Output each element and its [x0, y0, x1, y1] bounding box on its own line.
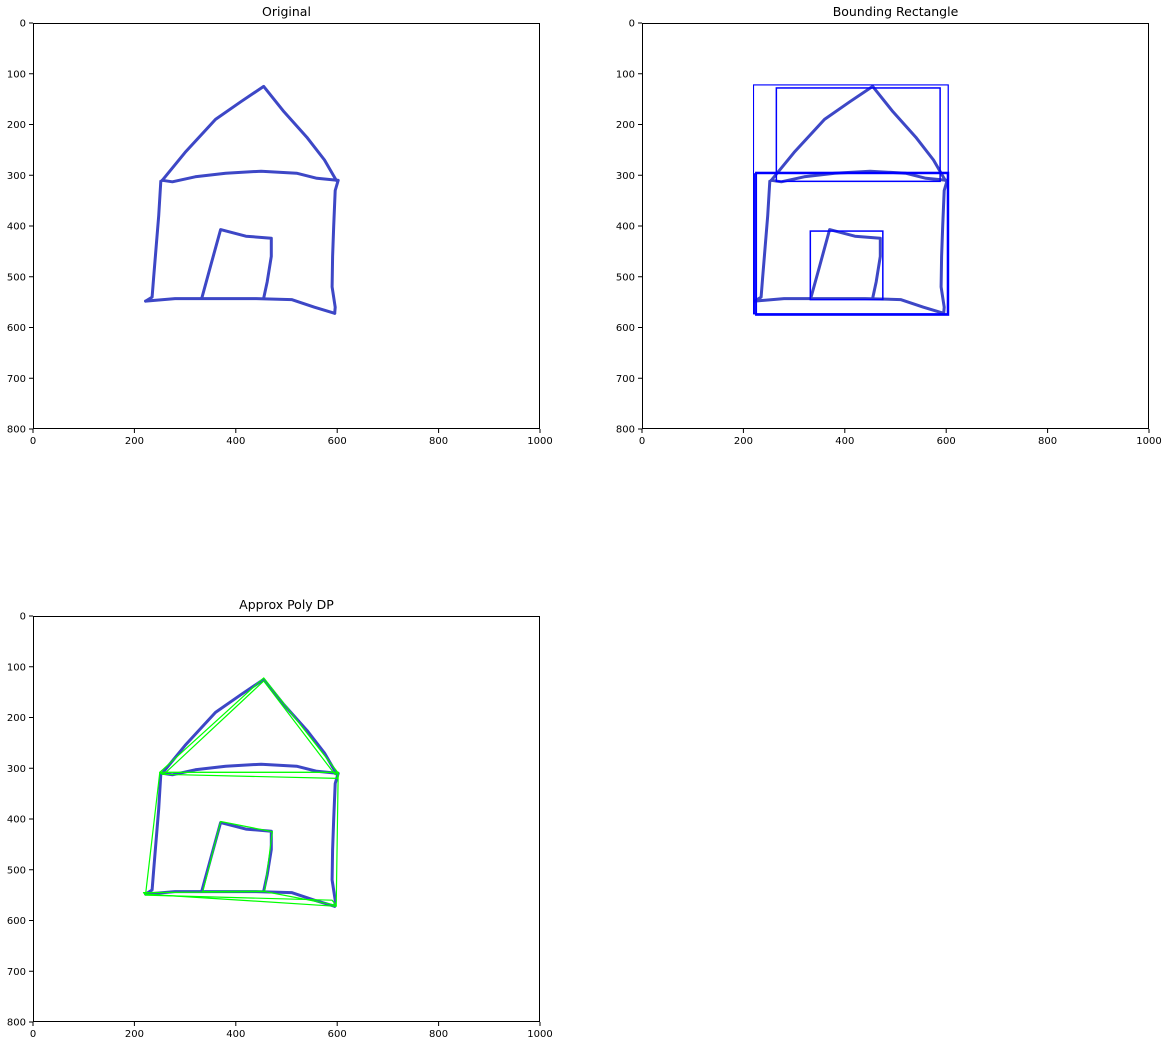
stroke-roof — [160, 84, 338, 182]
stroke-wall-right — [330, 178, 340, 315]
y-tick-label: 300 — [616, 171, 635, 182]
stroke-wall-top — [160, 762, 339, 777]
x-tick-label: 600 — [328, 436, 347, 447]
axes-frame — [642, 23, 1149, 429]
x-tick-label: 400 — [835, 436, 854, 447]
subplot-1: Original 0 200 400 600 800 1000 0 100 200 300 400 50… — [7, 4, 553, 447]
x-tick-label: 200 — [125, 1029, 144, 1040]
bounding-rect-6 — [809, 230, 884, 301]
y-tick-label: 0 — [629, 19, 635, 30]
y-tick-label: 400 — [7, 222, 26, 233]
y-tick-label: 600 — [7, 916, 26, 927]
image-content — [753, 84, 950, 316]
x-tick-label: 1000 — [1136, 436, 1161, 447]
y-tick-label: 600 — [7, 323, 26, 334]
x-tick-label: 800 — [1038, 436, 1057, 447]
x-tick-label: 200 — [125, 436, 144, 447]
stroke-wall-left — [144, 179, 163, 303]
stroke-wall-right — [330, 771, 340, 908]
subplot-title: Approx Poly DP — [239, 597, 334, 612]
stroke-roof — [769, 84, 947, 182]
stroke-wall-top — [160, 169, 339, 184]
y-tick-label: 700 — [616, 374, 635, 385]
y-tick-label: 200 — [616, 120, 635, 131]
y-tick-label: 300 — [7, 764, 26, 775]
x-tick-label: 800 — [429, 436, 448, 447]
subplot-title: Bounding Rectangle — [833, 4, 959, 19]
stroke-roof — [160, 677, 338, 775]
x-tick-label: 800 — [429, 1029, 448, 1040]
y-tick-label: 100 — [616, 69, 635, 80]
plot-area — [33, 616, 540, 1022]
x-tick-label: 200 — [734, 436, 753, 447]
x-tick-label: 1000 — [527, 436, 552, 447]
subplot-title: Original — [262, 4, 311, 19]
y-tick-label: 700 — [7, 374, 26, 385]
y-tick-label: 200 — [7, 120, 26, 131]
axes-frame — [33, 616, 540, 1022]
axes-frame — [33, 23, 540, 429]
x-tick-label: 1000 — [527, 1029, 552, 1040]
y-tick-label: 700 — [7, 967, 26, 978]
y-tick-label: 100 — [7, 662, 26, 673]
x-tick-label: 0 — [30, 436, 36, 447]
x-tick-label: 0 — [639, 436, 645, 447]
stroke-floor — [753, 297, 946, 315]
bounding-rect-3 — [775, 87, 941, 183]
y-tick-label: 0 — [20, 612, 26, 623]
bounding-rect-4 — [755, 171, 950, 316]
stroke-floor — [144, 297, 337, 315]
y-tick-label: 100 — [7, 69, 26, 80]
y-tick-label: 600 — [616, 323, 635, 334]
approx-polygon-3 — [145, 771, 339, 907]
y-tick-label: 800 — [7, 425, 26, 436]
stroke-wall-left — [753, 179, 772, 303]
y-tick-label: 0 — [20, 19, 26, 30]
y-tick-label: 400 — [616, 222, 635, 233]
x-tick-label: 600 — [328, 1029, 347, 1040]
y-tick-label: 800 — [616, 425, 635, 436]
subplot-3: Approx Poly DP 0 200 400 600 800 1000 0 100 200 30… — [7, 597, 553, 1040]
y-tick-label: 200 — [7, 713, 26, 724]
stroke-wall-right — [939, 178, 949, 315]
image-content — [142, 677, 340, 908]
y-tick-label: 800 — [7, 1018, 26, 1029]
x-tick-label: 400 — [226, 436, 245, 447]
stroke-door — [200, 228, 273, 300]
subplot-2: Bounding Rectangle 0 200 400 600 800 1000 0 100 2… — [616, 4, 1162, 447]
y-tick-label: 500 — [7, 272, 26, 283]
y-tick-label: 500 — [616, 272, 635, 283]
x-tick-label: 0 — [30, 1029, 36, 1040]
y-tick-label: 400 — [7, 815, 26, 826]
stroke-door — [809, 228, 882, 300]
x-tick-label: 400 — [226, 1029, 245, 1040]
y-tick-label: 500 — [7, 865, 26, 876]
bounding-rect-5 — [754, 173, 948, 315]
x-tick-label: 600 — [937, 436, 956, 447]
plot-area — [33, 23, 540, 429]
stroke-wall-left — [144, 772, 163, 896]
y-tick-label: 300 — [7, 171, 26, 182]
plot-area — [642, 23, 1149, 429]
image-content — [144, 84, 340, 315]
approx-polygon-5 — [202, 820, 273, 893]
